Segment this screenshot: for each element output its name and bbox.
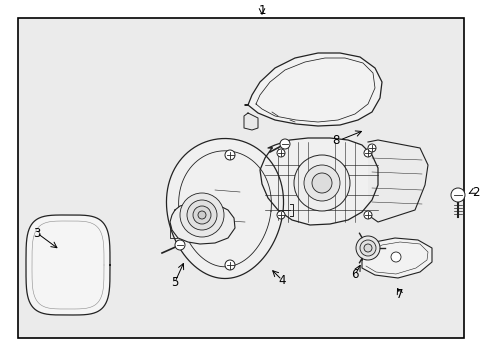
Circle shape xyxy=(180,193,224,237)
Circle shape xyxy=(186,200,217,230)
Circle shape xyxy=(355,236,379,260)
Circle shape xyxy=(367,144,375,152)
Circle shape xyxy=(276,149,285,157)
Circle shape xyxy=(293,155,349,211)
Circle shape xyxy=(390,252,400,262)
Polygon shape xyxy=(361,238,431,278)
Circle shape xyxy=(193,206,210,224)
Polygon shape xyxy=(26,215,110,315)
Text: 7: 7 xyxy=(395,288,403,301)
Text: 2: 2 xyxy=(471,185,479,198)
Text: 5: 5 xyxy=(171,275,178,288)
Circle shape xyxy=(224,260,235,270)
Text: 4: 4 xyxy=(278,274,285,287)
Circle shape xyxy=(450,188,464,202)
Polygon shape xyxy=(367,140,427,222)
Circle shape xyxy=(198,211,205,219)
Text: 1: 1 xyxy=(258,4,265,17)
Circle shape xyxy=(363,211,371,219)
Bar xyxy=(18,18,463,338)
Text: 3: 3 xyxy=(33,226,41,239)
Circle shape xyxy=(276,211,285,219)
Text: 6: 6 xyxy=(350,269,358,282)
Circle shape xyxy=(311,173,331,193)
Polygon shape xyxy=(170,202,235,244)
Circle shape xyxy=(224,150,235,160)
Circle shape xyxy=(363,244,371,252)
Circle shape xyxy=(175,240,184,250)
Polygon shape xyxy=(260,138,377,225)
Circle shape xyxy=(363,149,371,157)
Circle shape xyxy=(359,240,375,256)
Polygon shape xyxy=(244,113,258,130)
Polygon shape xyxy=(244,53,381,126)
Polygon shape xyxy=(166,139,283,279)
Circle shape xyxy=(304,165,339,201)
Circle shape xyxy=(280,139,289,149)
Text: 8: 8 xyxy=(332,134,339,147)
